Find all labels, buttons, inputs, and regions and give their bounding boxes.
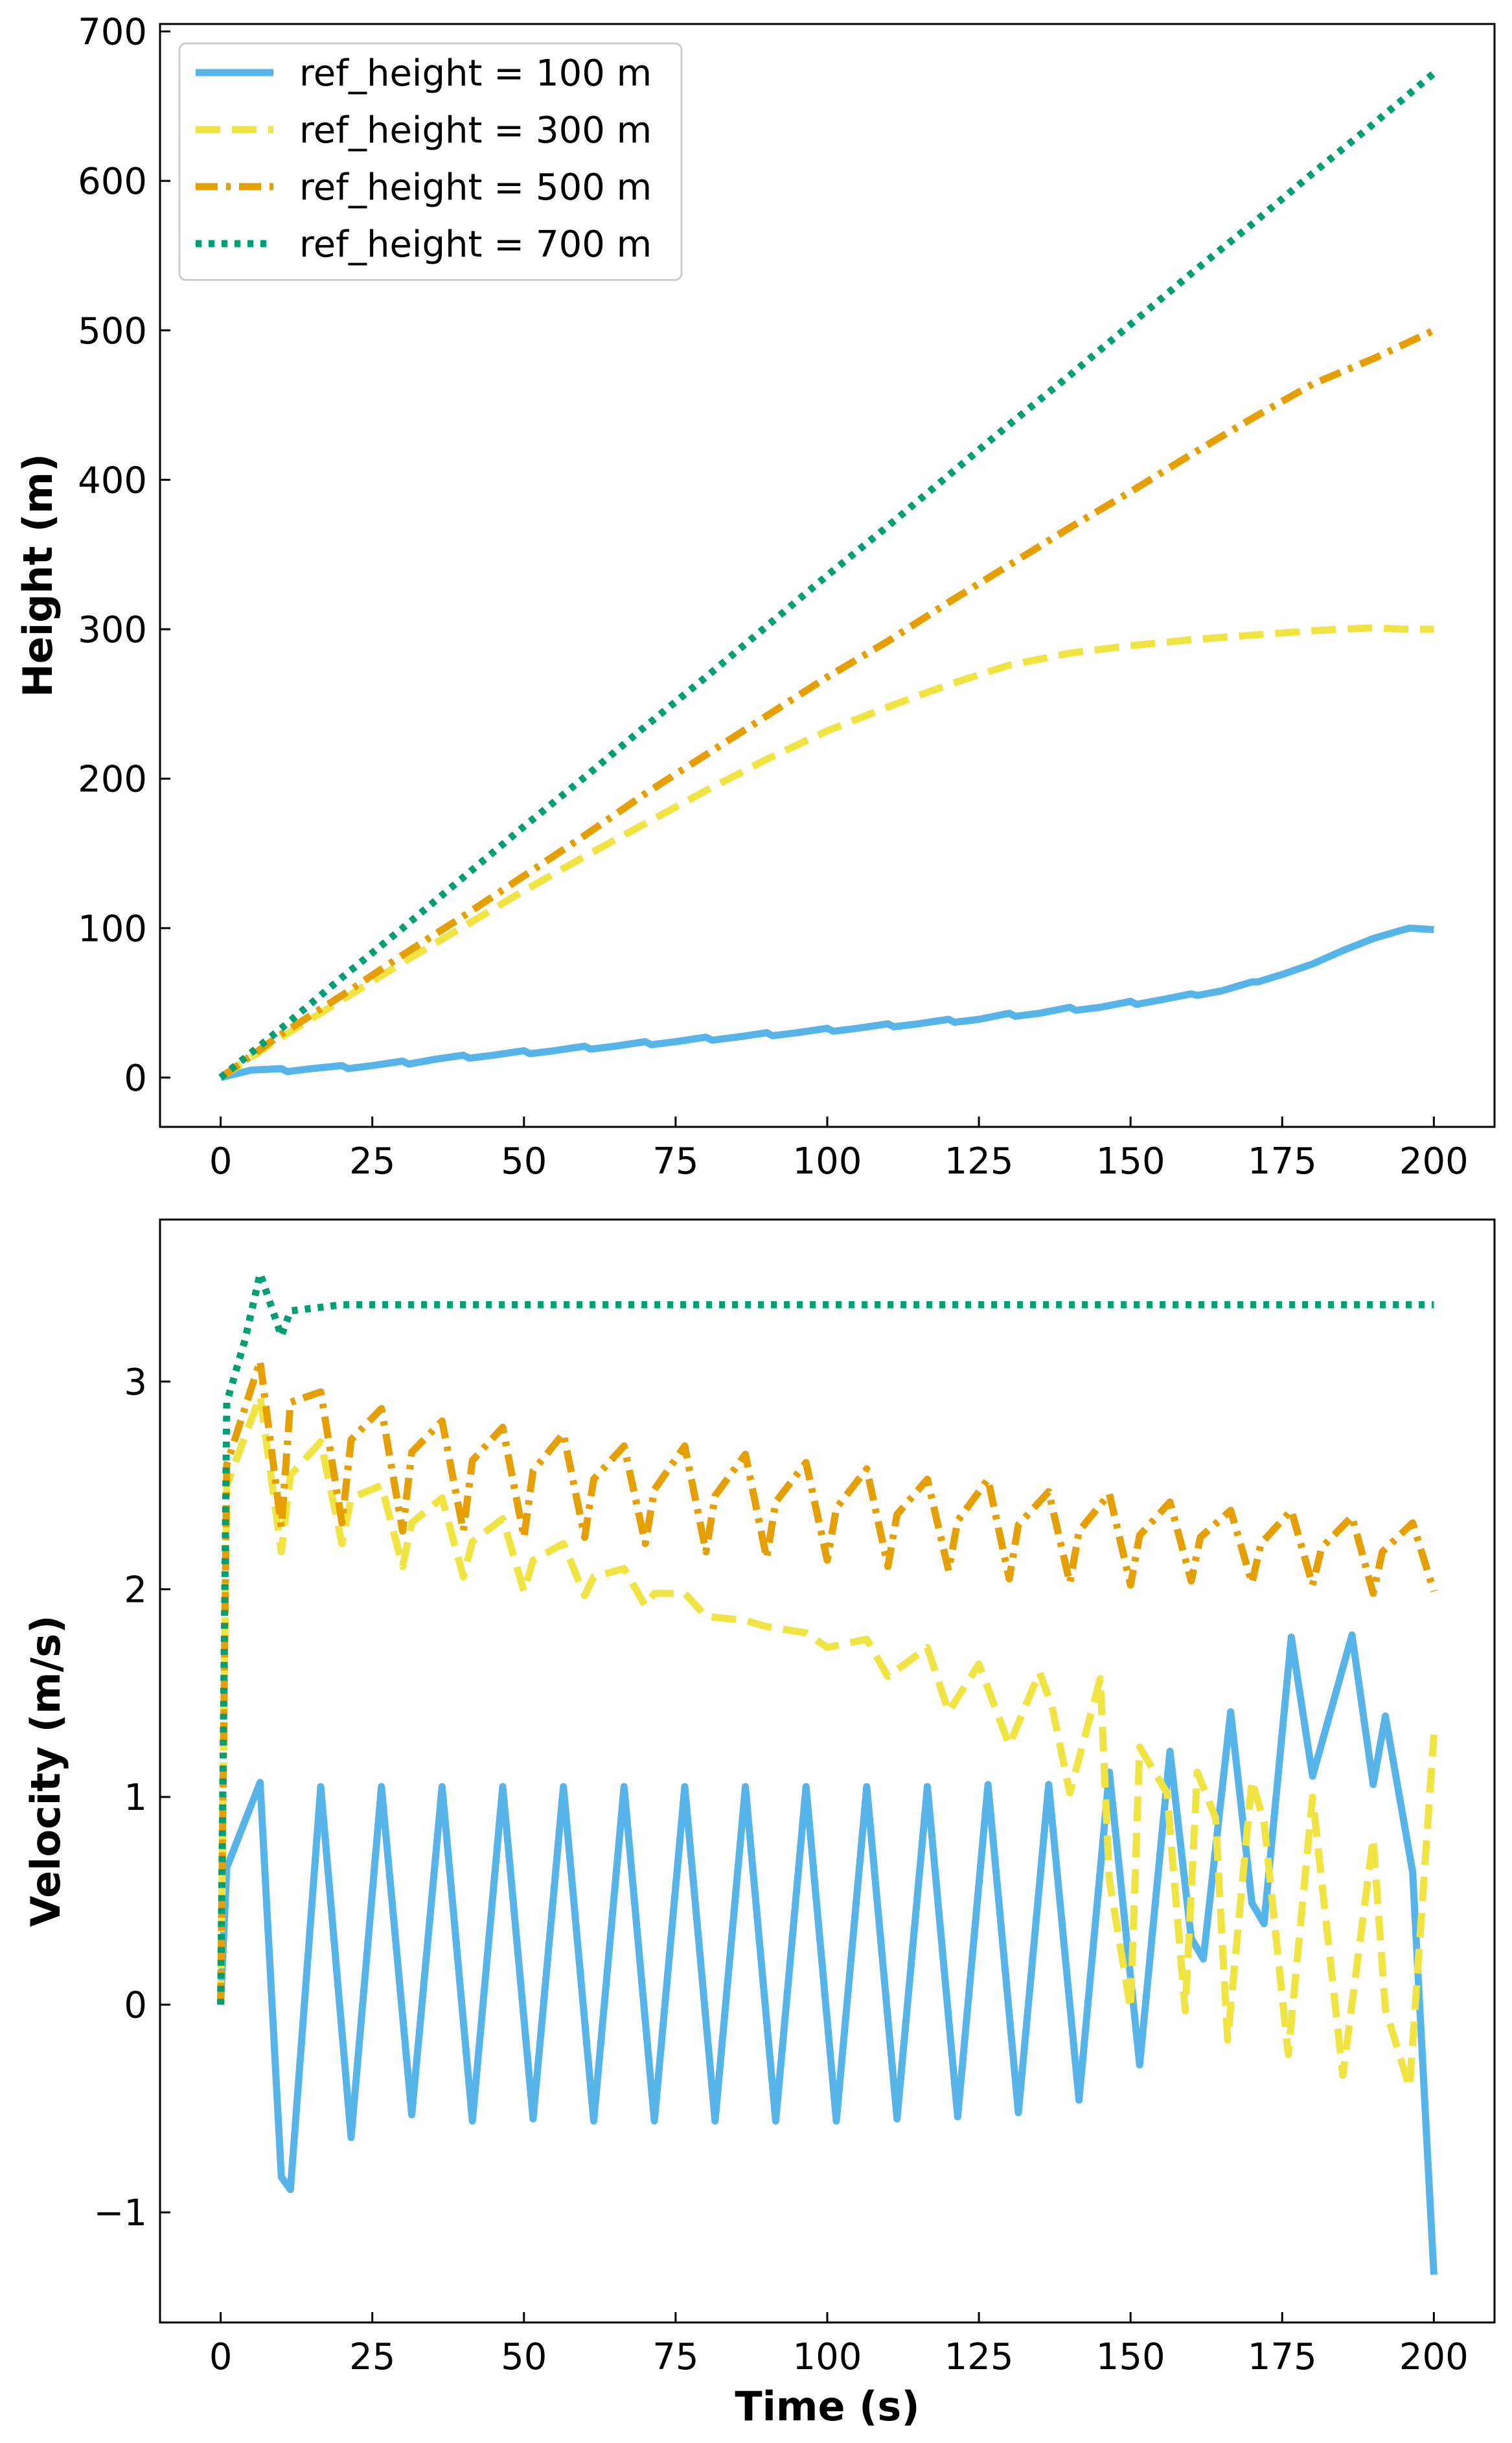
x-tick-label: 175 xyxy=(1248,1140,1317,1183)
x-tick-label: 25 xyxy=(349,2336,395,2378)
x-tick-label: 0 xyxy=(209,1140,233,1183)
velocity-chart-frame xyxy=(159,1218,1496,2324)
height-chart: 0 25 50 75 100 125 150 175 200 0 100 200 300 400 500 60… xyxy=(14,12,1496,1183)
series-line-1 xyxy=(220,924,1434,1082)
y-tick-label: 2 xyxy=(124,1569,147,1612)
y-tick-label: 3 xyxy=(124,1361,147,1404)
x-tick-label: 50 xyxy=(501,2336,547,2378)
y-tick-label: 500 xyxy=(78,310,147,353)
legend-label-2: ref_height = 300 m xyxy=(299,110,652,152)
series-line-3 xyxy=(217,1357,1438,2005)
x-tick-label: 75 xyxy=(652,1140,698,1183)
time-x-axis-label: Time (s) xyxy=(735,2383,919,2430)
y-tick-label: 600 xyxy=(78,161,147,203)
series-line-1 xyxy=(217,1631,1438,2275)
x-tick-label: 150 xyxy=(1096,2336,1165,2378)
series-line-3 xyxy=(218,327,1436,1081)
x-tick-label: 150 xyxy=(1096,1140,1165,1183)
y-tick-label: 0 xyxy=(124,1985,147,2027)
y-tick-label: 200 xyxy=(78,759,147,801)
x-tick-label: 50 xyxy=(501,1140,547,1183)
series-line-4 xyxy=(217,1269,1434,2005)
legend-label-1: ref_height = 100 m xyxy=(299,52,652,95)
y-tick-label: 700 xyxy=(78,12,147,54)
series-line-4 xyxy=(218,70,1436,1081)
velocity-y-axis-label: Velocity (m/s) xyxy=(22,1615,69,1927)
legend-label-3: ref_height = 500 m xyxy=(299,167,652,209)
x-tick-label: 200 xyxy=(1399,2336,1469,2378)
velocity-chart: 0 25 50 75 100 125 150 175 200 −1 0 1 2 3 Velocity (m… xyxy=(22,1218,1496,2430)
y-tick-label: 100 xyxy=(78,908,147,950)
legend-box xyxy=(178,42,683,281)
x-tick-label: 25 xyxy=(349,1140,395,1183)
x-tick-label: 75 xyxy=(652,2336,698,2378)
y-tick-label: 1 xyxy=(124,1777,147,1819)
x-tick-label: 0 xyxy=(209,2336,233,2378)
legend-label-4: ref_height = 700 m xyxy=(299,224,652,266)
x-tick-label: 100 xyxy=(793,1140,862,1183)
x-tick-label: 200 xyxy=(1399,1140,1469,1183)
series-line-2 xyxy=(218,624,1434,1081)
height-y-axis-label: Height (m) xyxy=(14,454,62,697)
x-tick-label: 175 xyxy=(1248,2336,1317,2378)
x-tick-label: 125 xyxy=(945,2336,1014,2378)
y-tick-label: 0 xyxy=(124,1058,147,1100)
y-tick-label: 400 xyxy=(78,459,147,502)
series-line-2 xyxy=(217,1392,1438,2092)
x-tick-label: 125 xyxy=(945,1140,1014,1183)
x-tick-label: 100 xyxy=(793,2336,862,2378)
y-tick-label: −1 xyxy=(93,2192,147,2234)
y-tick-label: 300 xyxy=(78,609,147,651)
legend: ref_height = 100 m ref_height = 300 m ref_… xyxy=(178,42,683,281)
